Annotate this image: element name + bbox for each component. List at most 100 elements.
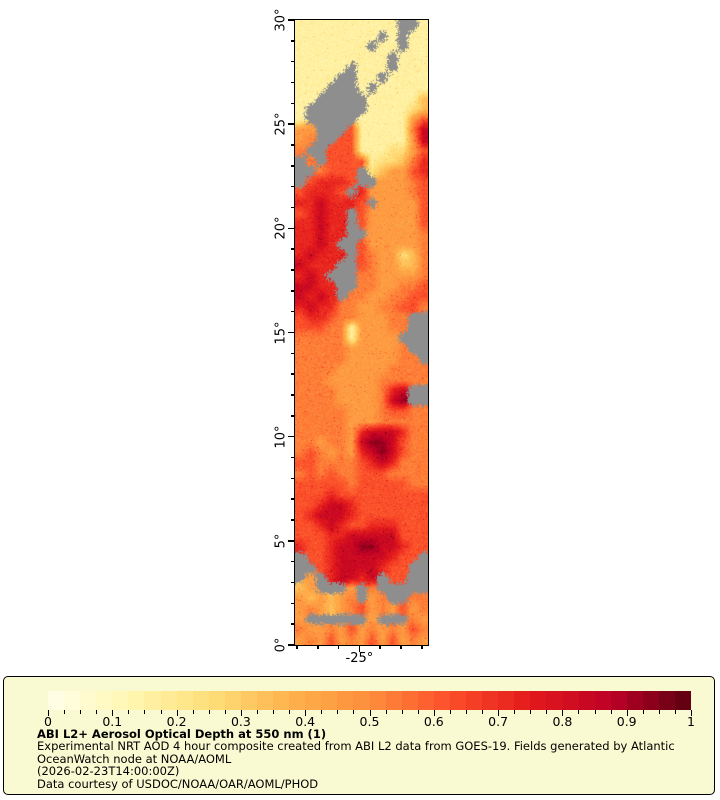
colorbar-tick bbox=[289, 710, 291, 714]
y-axis-tick-label: 10° bbox=[273, 425, 289, 449]
colorbar-tick bbox=[401, 710, 403, 714]
colorbar-tick bbox=[610, 710, 612, 714]
colorbar-tick bbox=[642, 710, 644, 714]
colorbar-segment bbox=[48, 691, 65, 710]
colorbar-segment bbox=[626, 691, 643, 710]
colorbar-segment bbox=[530, 691, 547, 710]
y-axis-tick-label: 30° bbox=[273, 8, 289, 32]
colorbar-segment bbox=[240, 691, 258, 710]
aod-heatmap-canvas bbox=[295, 20, 428, 645]
axis-tick bbox=[288, 331, 295, 334]
colorbar-segment bbox=[64, 691, 81, 710]
axis-tick bbox=[291, 40, 295, 42]
colorbar-tick bbox=[498, 710, 500, 716]
colorbar-tick bbox=[256, 710, 258, 714]
colorbar-segment bbox=[578, 691, 595, 710]
colorbar-tick bbox=[112, 710, 114, 716]
colorbar-tick bbox=[160, 710, 162, 714]
axis-tick bbox=[291, 165, 295, 167]
colorbar-segment bbox=[337, 691, 354, 710]
colorbar-segment bbox=[546, 691, 563, 710]
colorbar-tick bbox=[192, 710, 194, 714]
axis-tick bbox=[291, 60, 295, 63]
axis-tick bbox=[288, 540, 295, 542]
axis-tick bbox=[291, 185, 295, 188]
legend-timestamp: (2026-02-23T14:00:00Z) bbox=[37, 764, 180, 779]
legend-description-line: OceanWatch node at NOAA/AOML bbox=[37, 751, 232, 766]
colorbar-tick bbox=[144, 710, 146, 714]
axis-tick bbox=[291, 310, 295, 313]
colorbar-tick-label: 1 bbox=[687, 714, 695, 729]
colorbar-tick bbox=[128, 710, 130, 714]
colorbar-segment bbox=[321, 691, 338, 710]
axis-tick bbox=[291, 269, 295, 271]
legend-credit: Data courtesy of USDOC/NOAA/OAR/AOML/PHO… bbox=[37, 776, 319, 791]
colorbar-tick-label: 0.3 bbox=[230, 714, 251, 729]
colorbar-segment bbox=[369, 691, 386, 710]
colorbar-segment bbox=[176, 691, 193, 710]
colorbar-tick bbox=[530, 710, 532, 714]
colorbar-tick bbox=[482, 710, 484, 714]
y-axis-tick-label: 0° bbox=[273, 637, 289, 653]
y-axis-tick-label: 25° bbox=[273, 112, 289, 136]
y-axis-tick-label: 5° bbox=[273, 533, 289, 549]
colorbar-segment bbox=[466, 691, 483, 710]
x-axis-tick-label: -25° bbox=[345, 651, 374, 666]
colorbar-segment bbox=[96, 691, 113, 710]
colorbar-tick-label: 0.1 bbox=[102, 714, 123, 729]
colorbar-tick bbox=[385, 710, 387, 714]
axis-tick bbox=[291, 290, 295, 292]
colorbar-segment bbox=[658, 691, 676, 710]
colorbar-segment bbox=[208, 691, 225, 710]
axis-tick bbox=[400, 645, 402, 649]
axis-tick bbox=[291, 456, 295, 459]
colorbar-segment bbox=[257, 691, 274, 710]
axis-tick bbox=[291, 519, 295, 521]
axis-tick bbox=[291, 248, 295, 250]
legend-title: ABI L2+ Aerosol Optical Depth at 550 nm … bbox=[37, 727, 327, 741]
colorbar-segment bbox=[192, 691, 209, 710]
axis-tick bbox=[358, 645, 361, 652]
y-axis-tick-label: 20° bbox=[273, 216, 289, 240]
axis-tick bbox=[291, 144, 295, 146]
axis-tick bbox=[288, 123, 295, 125]
axis-tick bbox=[291, 352, 295, 355]
colorbar-tick bbox=[514, 710, 516, 714]
legend-box: 0 0.1 0.2 0.3 0.4 0.5 0.6 0.7 0.8 0.9 1 ABI L2+ Ae… bbox=[3, 676, 715, 795]
axis-tick bbox=[291, 394, 295, 396]
axis-tick bbox=[291, 81, 295, 84]
colorbar-tick bbox=[626, 710, 628, 716]
colorbar bbox=[48, 691, 692, 710]
colorbar-tick bbox=[208, 710, 210, 714]
colorbar-segment bbox=[642, 691, 659, 710]
colorbar-tick bbox=[337, 710, 339, 714]
axis-tick bbox=[337, 645, 340, 649]
axis-tick bbox=[291, 602, 295, 605]
colorbar-segment bbox=[433, 691, 450, 710]
colorbar-tick bbox=[64, 710, 66, 714]
axis-tick bbox=[288, 435, 295, 438]
colorbar-tick-label: 0 bbox=[44, 714, 52, 729]
colorbar-tick bbox=[691, 710, 692, 716]
axis-tick bbox=[288, 227, 295, 230]
axis-tick bbox=[288, 19, 295, 21]
colorbar-tick-label: 0.5 bbox=[359, 714, 380, 729]
colorbar-tick bbox=[48, 710, 49, 716]
colorbar-segment bbox=[128, 691, 145, 710]
colorbar-segment bbox=[112, 691, 129, 710]
axis-tick bbox=[421, 645, 423, 649]
colorbar-tick bbox=[594, 710, 596, 714]
colorbar-tick-label: 0.4 bbox=[295, 714, 316, 729]
colorbar-tick bbox=[176, 710, 178, 716]
axis-tick bbox=[291, 102, 295, 105]
axis-tick bbox=[291, 560, 295, 563]
colorbar-tick bbox=[658, 710, 660, 714]
axis-tick bbox=[291, 477, 295, 480]
colorbar-tick-label: 0.2 bbox=[166, 714, 187, 729]
colorbar-segment bbox=[482, 691, 499, 710]
colorbar-segment bbox=[273, 691, 290, 710]
aod-map bbox=[294, 19, 429, 646]
colorbar-segment bbox=[305, 691, 322, 710]
colorbar-tick-label: 0.8 bbox=[552, 714, 573, 729]
